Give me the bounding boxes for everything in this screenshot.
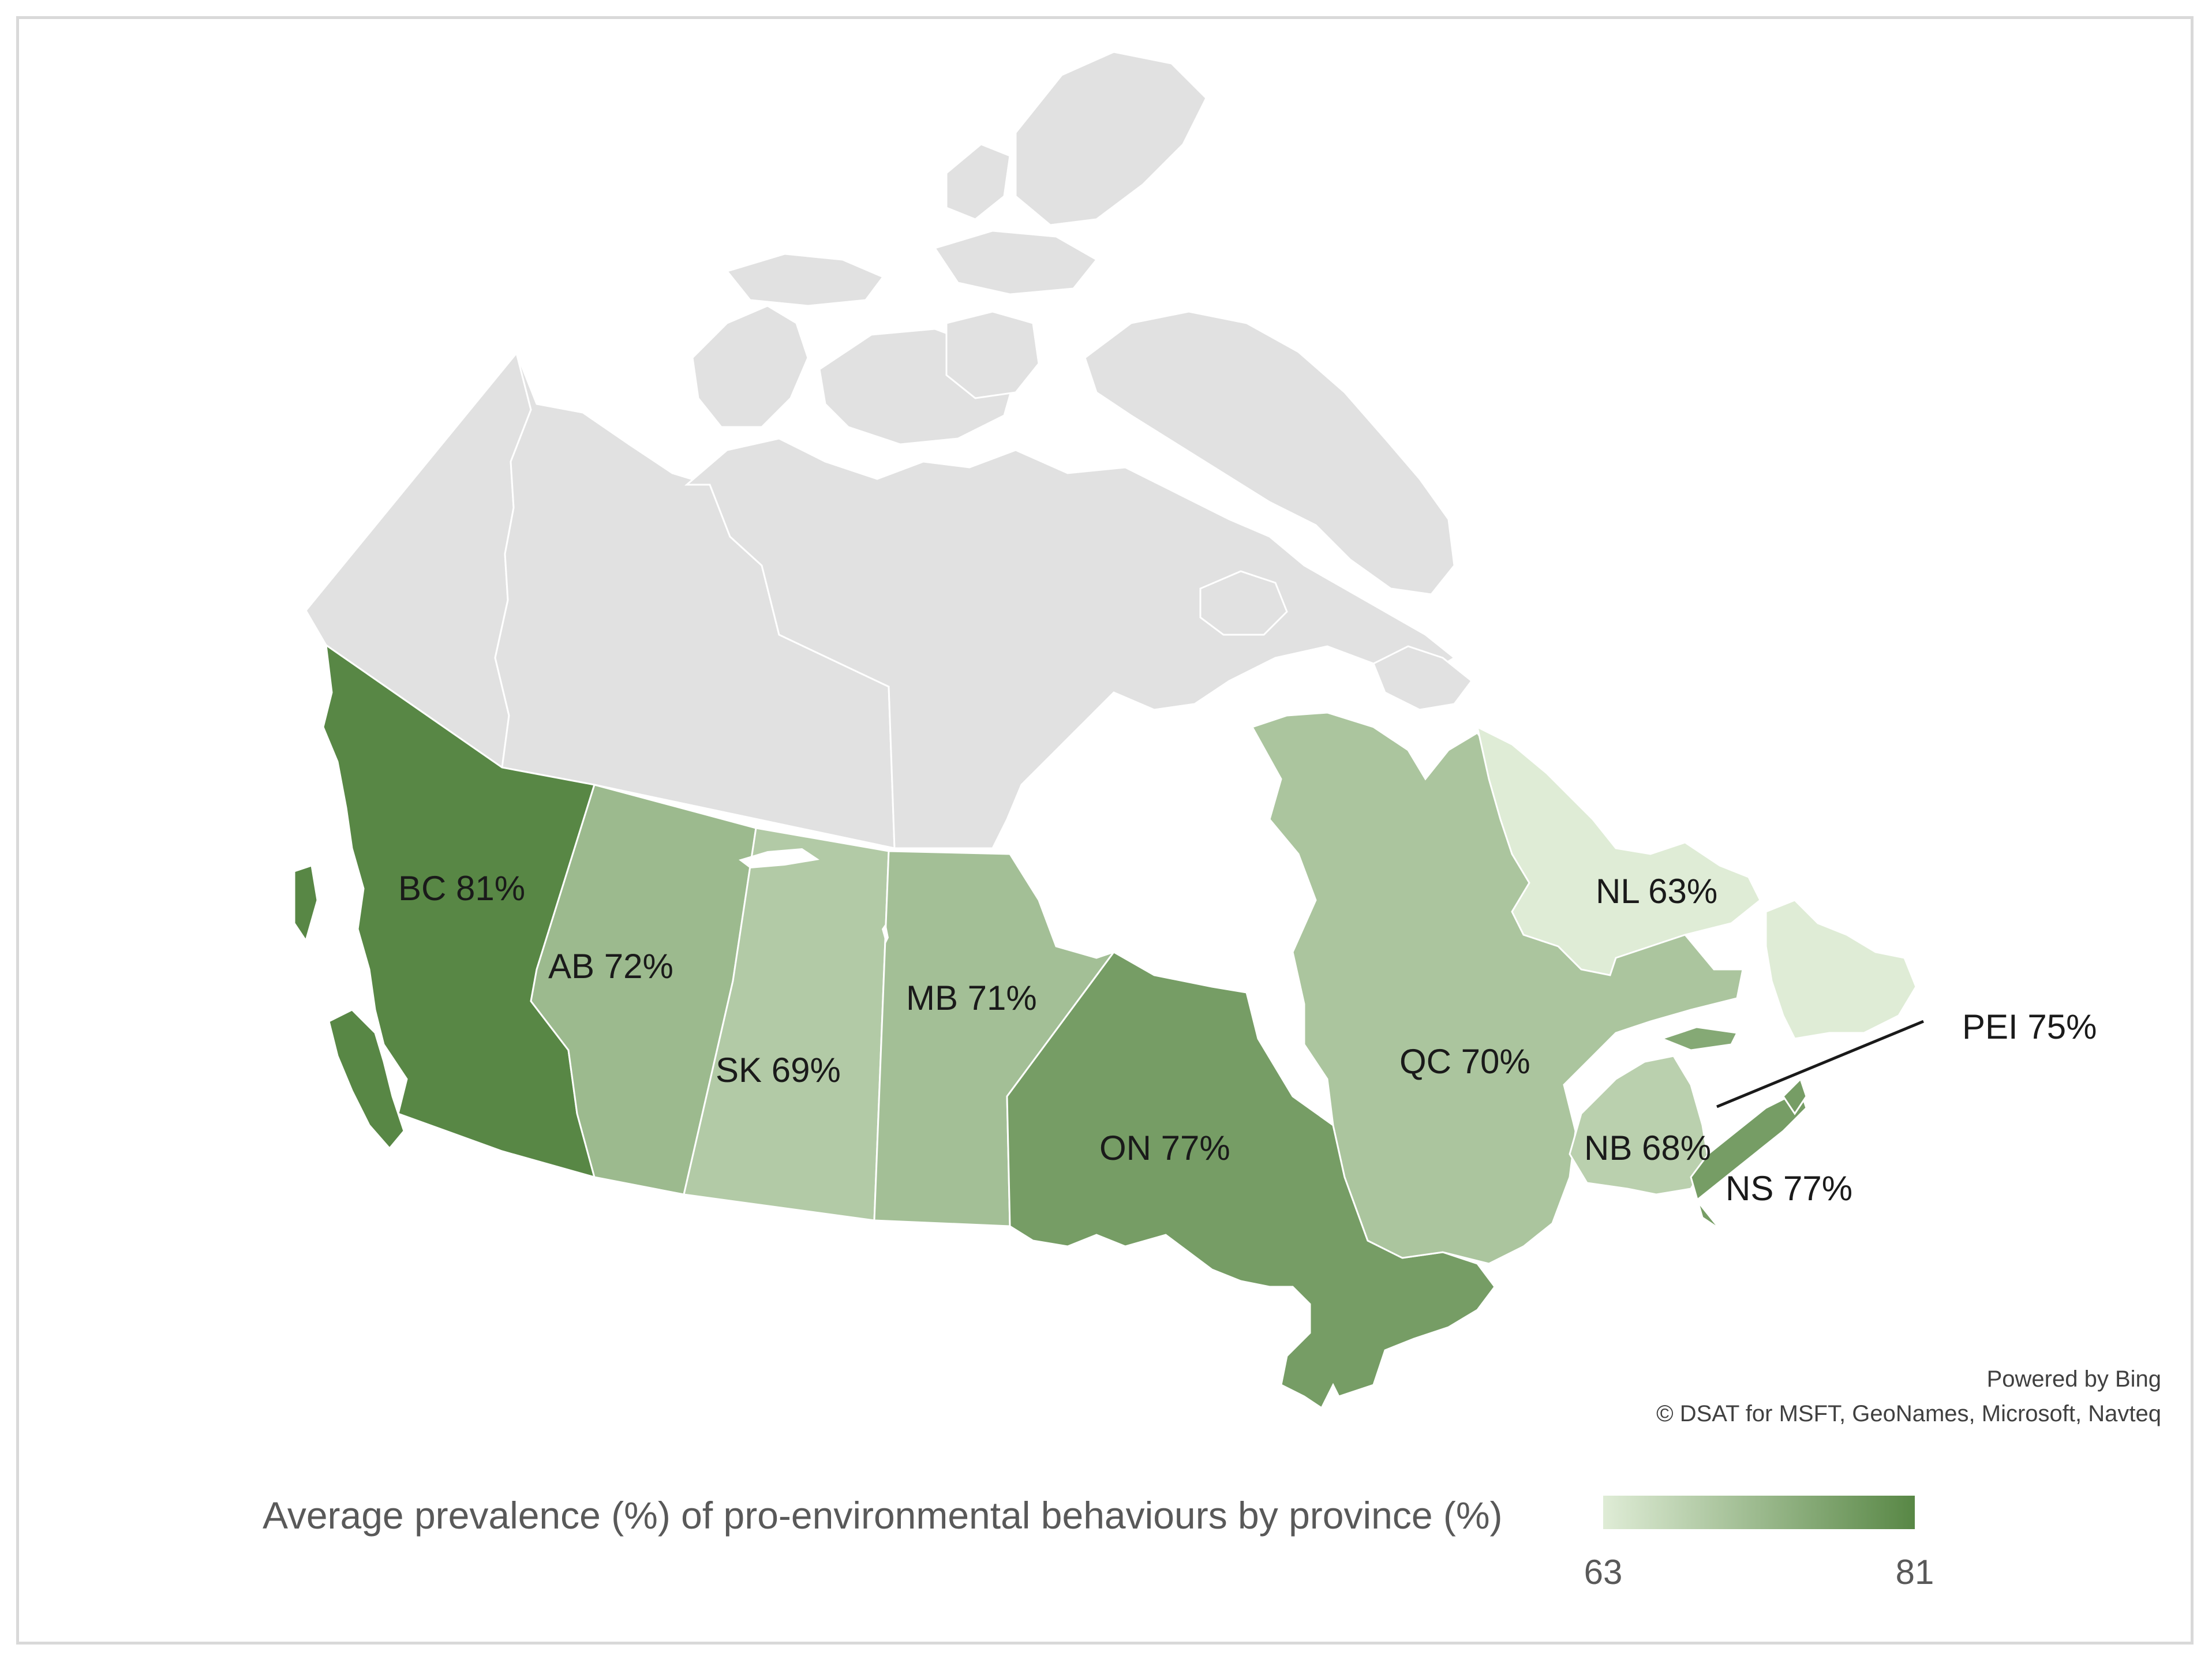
legend-max-label: 81	[1895, 1553, 1934, 1591]
province-nl-labrador[interactable]	[1476, 725, 1761, 976]
label-qc: QC 70%	[1399, 1042, 1530, 1081]
lake-winnipeg	[882, 923, 889, 943]
province-nl-newfoundland	[1765, 899, 1917, 1040]
territories	[305, 51, 1473, 849]
legend-title: Average prevalence (%) of pro-environmen…	[263, 1494, 1503, 1537]
lake-athabasca	[739, 848, 819, 868]
label-ab: AB 72%	[548, 947, 673, 986]
pei-leader-line	[1716, 1020, 1924, 1108]
province-bc-island	[328, 1009, 405, 1150]
island-somerset	[945, 310, 1040, 399]
attribution-powered-by: Powered by Bing	[1986, 1366, 2161, 1392]
island-ellesmere	[1015, 51, 1207, 226]
label-pei: PEI 75%	[1962, 1007, 2097, 1046]
attribution-copyright: © DSAT for MSFT, GeoNames, Microsoft, Na…	[1656, 1401, 2161, 1426]
nunavut-north-quebec-tip	[1372, 645, 1473, 711]
province-ns[interactable]	[1690, 1089, 1807, 1230]
label-ns: NS 77%	[1726, 1169, 1852, 1208]
province-labels: BC 81% AB 72% SK 69% MB 71% ON 77% QC 70…	[398, 869, 2097, 1208]
island-baffin	[1084, 310, 1455, 595]
label-nb: NB 68%	[1584, 1129, 1711, 1167]
province-sk[interactable]	[683, 827, 890, 1222]
island-banks	[691, 305, 809, 428]
island-devon	[933, 230, 1098, 295]
label-on: ON 77%	[1099, 1129, 1230, 1167]
label-mb: MB 71%	[906, 979, 1037, 1017]
island-southampton	[1199, 570, 1288, 636]
island-axel-heiberg	[945, 143, 1011, 220]
province-qc[interactable]	[1251, 711, 1744, 1265]
legend-min-label: 63	[1584, 1553, 1623, 1591]
legend-color-scale	[1603, 1496, 1915, 1529]
map-frame	[16, 16, 2194, 1645]
label-bc: BC 81%	[398, 869, 525, 908]
province-ns-cape-breton	[1782, 1077, 1807, 1115]
province-bc-haida-gwaii	[293, 864, 319, 943]
hudson-bay	[1016, 716, 1316, 1027]
label-sk: SK 69%	[716, 1051, 841, 1089]
island-melville	[725, 253, 885, 307]
province-pei[interactable]	[1659, 1026, 1739, 1051]
provinces	[293, 643, 1917, 1410]
province-nb[interactable]	[1569, 1055, 1709, 1196]
water	[739, 716, 1316, 1027]
label-nl: NL 63%	[1596, 872, 1717, 911]
